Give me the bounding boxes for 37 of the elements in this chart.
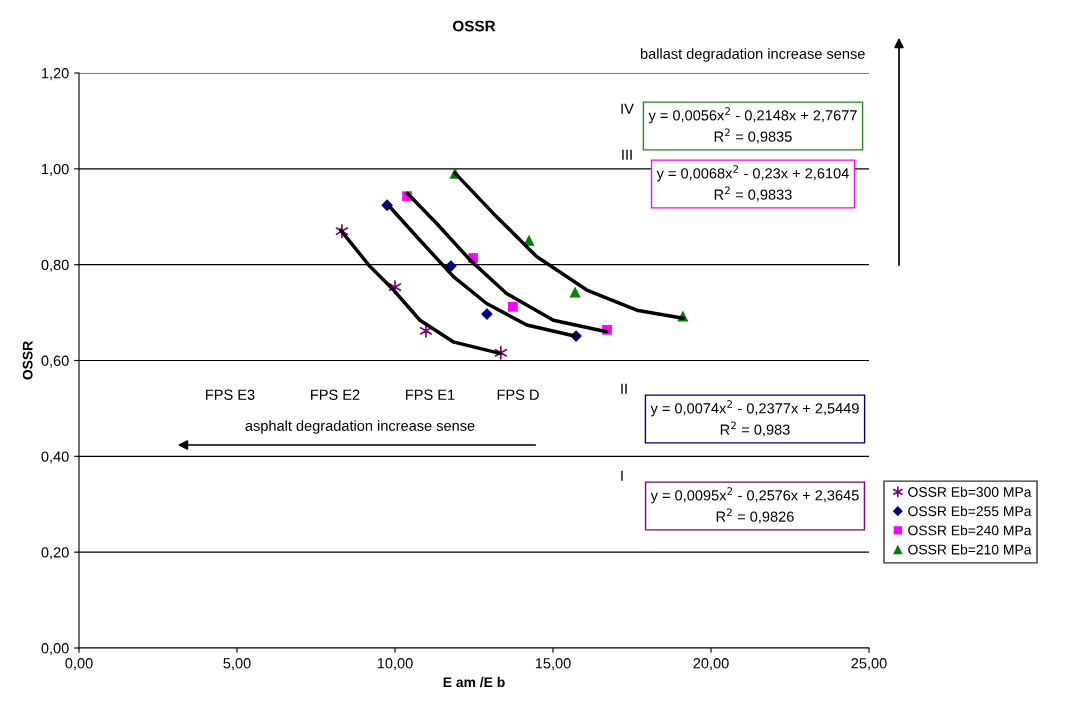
- annotation: y = 0,0095x$^{2}$ - 0,2576x + 2,3645 R$^{2}$ = 0,9826: [650, 487, 859, 524]
- x-tick-label: 15,00: [535, 658, 571, 671]
- chart-title: OSSR: [452, 20, 496, 32]
- legend-label: OSSR Eb=300 MPa: [908, 486, 1032, 497]
- x-axis-title: E am /E b: [443, 676, 505, 688]
- y-tick-label: 0,80: [41, 259, 69, 272]
- y-tick-label: 0,60: [41, 355, 69, 368]
- y-tick-label: 0,20: [41, 547, 69, 560]
- annotation: II: [621, 383, 627, 394]
- annotation: FPS E1: [406, 389, 455, 400]
- x-tick-label: 25,00: [851, 658, 887, 671]
- point: [419, 323, 433, 338]
- y-axis-title: OSSR: [22, 341, 33, 380]
- annotation: y = 0,0056x$^{2}$ - 0,2148x + 2,7677 R$^{2}$ = 0,9835: [648, 107, 857, 144]
- annotation: y = 0,0074x$^{2}$ - 0,2377x + 2,5449 R$^{2}$ = 0,983: [650, 400, 859, 437]
- x-tick-label: 0,00: [65, 658, 93, 671]
- annotation: FPS D: [497, 389, 539, 400]
- legend-label: OSSR Eb=210 MPa: [908, 544, 1032, 555]
- text: ballast degradation increase sense: [640, 48, 865, 62]
- annotation: asphalt degradation increase sense: [245, 420, 475, 434]
- point: [508, 301, 518, 312]
- y-tick-label: 1,20: [42, 68, 69, 81]
- annotation: FPS E3: [206, 389, 255, 400]
- x-tick-label: 20,00: [693, 658, 729, 671]
- text: y = 0,0068x$^{2}$ - 0,23x + 2,6104 R$^{2}$ = 0,9833: [656, 165, 849, 202]
- x-tick-label: 5,00: [223, 658, 251, 671]
- y-tick-label: 0,40: [41, 451, 69, 464]
- legend-label: OSSR Eb=255 MPa: [908, 505, 1032, 517]
- y-tick-label: 1,00: [42, 163, 69, 176]
- annotation: III: [622, 149, 632, 160]
- annotation: I: [621, 470, 623, 481]
- x-tick-label: 10,00: [377, 658, 413, 671]
- y-tick-label: 0,00: [41, 643, 69, 656]
- point: [569, 286, 581, 298]
- legend-label: OSSR Eb=240 MPa: [908, 525, 1032, 536]
- annotation: IV: [621, 103, 634, 114]
- annotation: FPS E2: [311, 389, 360, 400]
